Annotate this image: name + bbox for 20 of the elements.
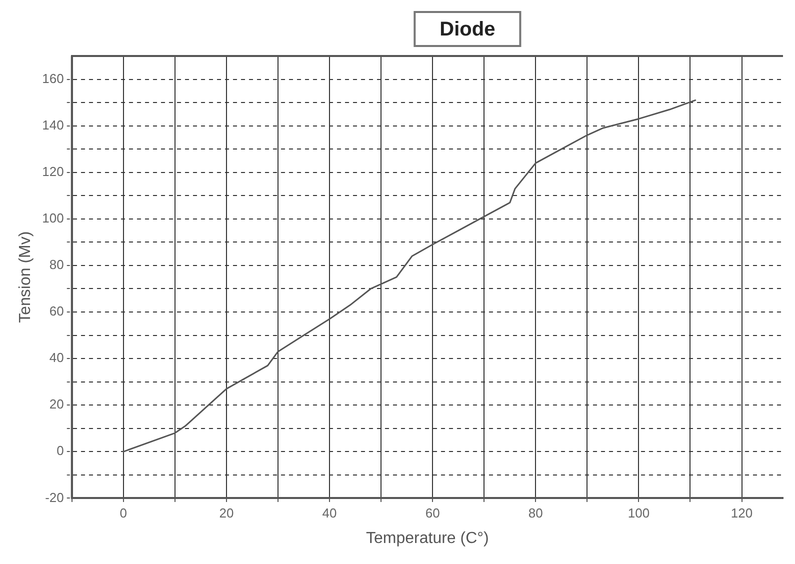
y-tick-label: 140 [42, 117, 64, 132]
x-tick-label: 40 [322, 506, 337, 521]
chart-title: Diode [440, 18, 496, 41]
y-axis-title: Tension (Mv) [17, 231, 34, 323]
y-tick-label: 120 [42, 164, 64, 179]
y-tick-label: 160 [42, 70, 64, 86]
x-tick-label: 80 [528, 506, 543, 521]
y-tick-label: 80 [49, 257, 64, 272]
x-tick-label: 100 [628, 506, 650, 521]
x-tick-label: 120 [730, 506, 753, 521]
y-tick-label: 100 [42, 210, 64, 226]
x-tick-label: 0 [120, 506, 128, 521]
x-tick-label: 60 [425, 506, 440, 521]
y-tick-label: -20 [45, 490, 64, 505]
x-axis-title: Temperature (C°) [366, 530, 489, 547]
y-tick-label: 60 [49, 304, 64, 319]
y-tick-label: 20 [49, 396, 64, 412]
y-tick-label: 0 [56, 443, 64, 458]
y-tick-label: 40 [49, 350, 64, 366]
x-tick-label: 20 [219, 506, 234, 521]
